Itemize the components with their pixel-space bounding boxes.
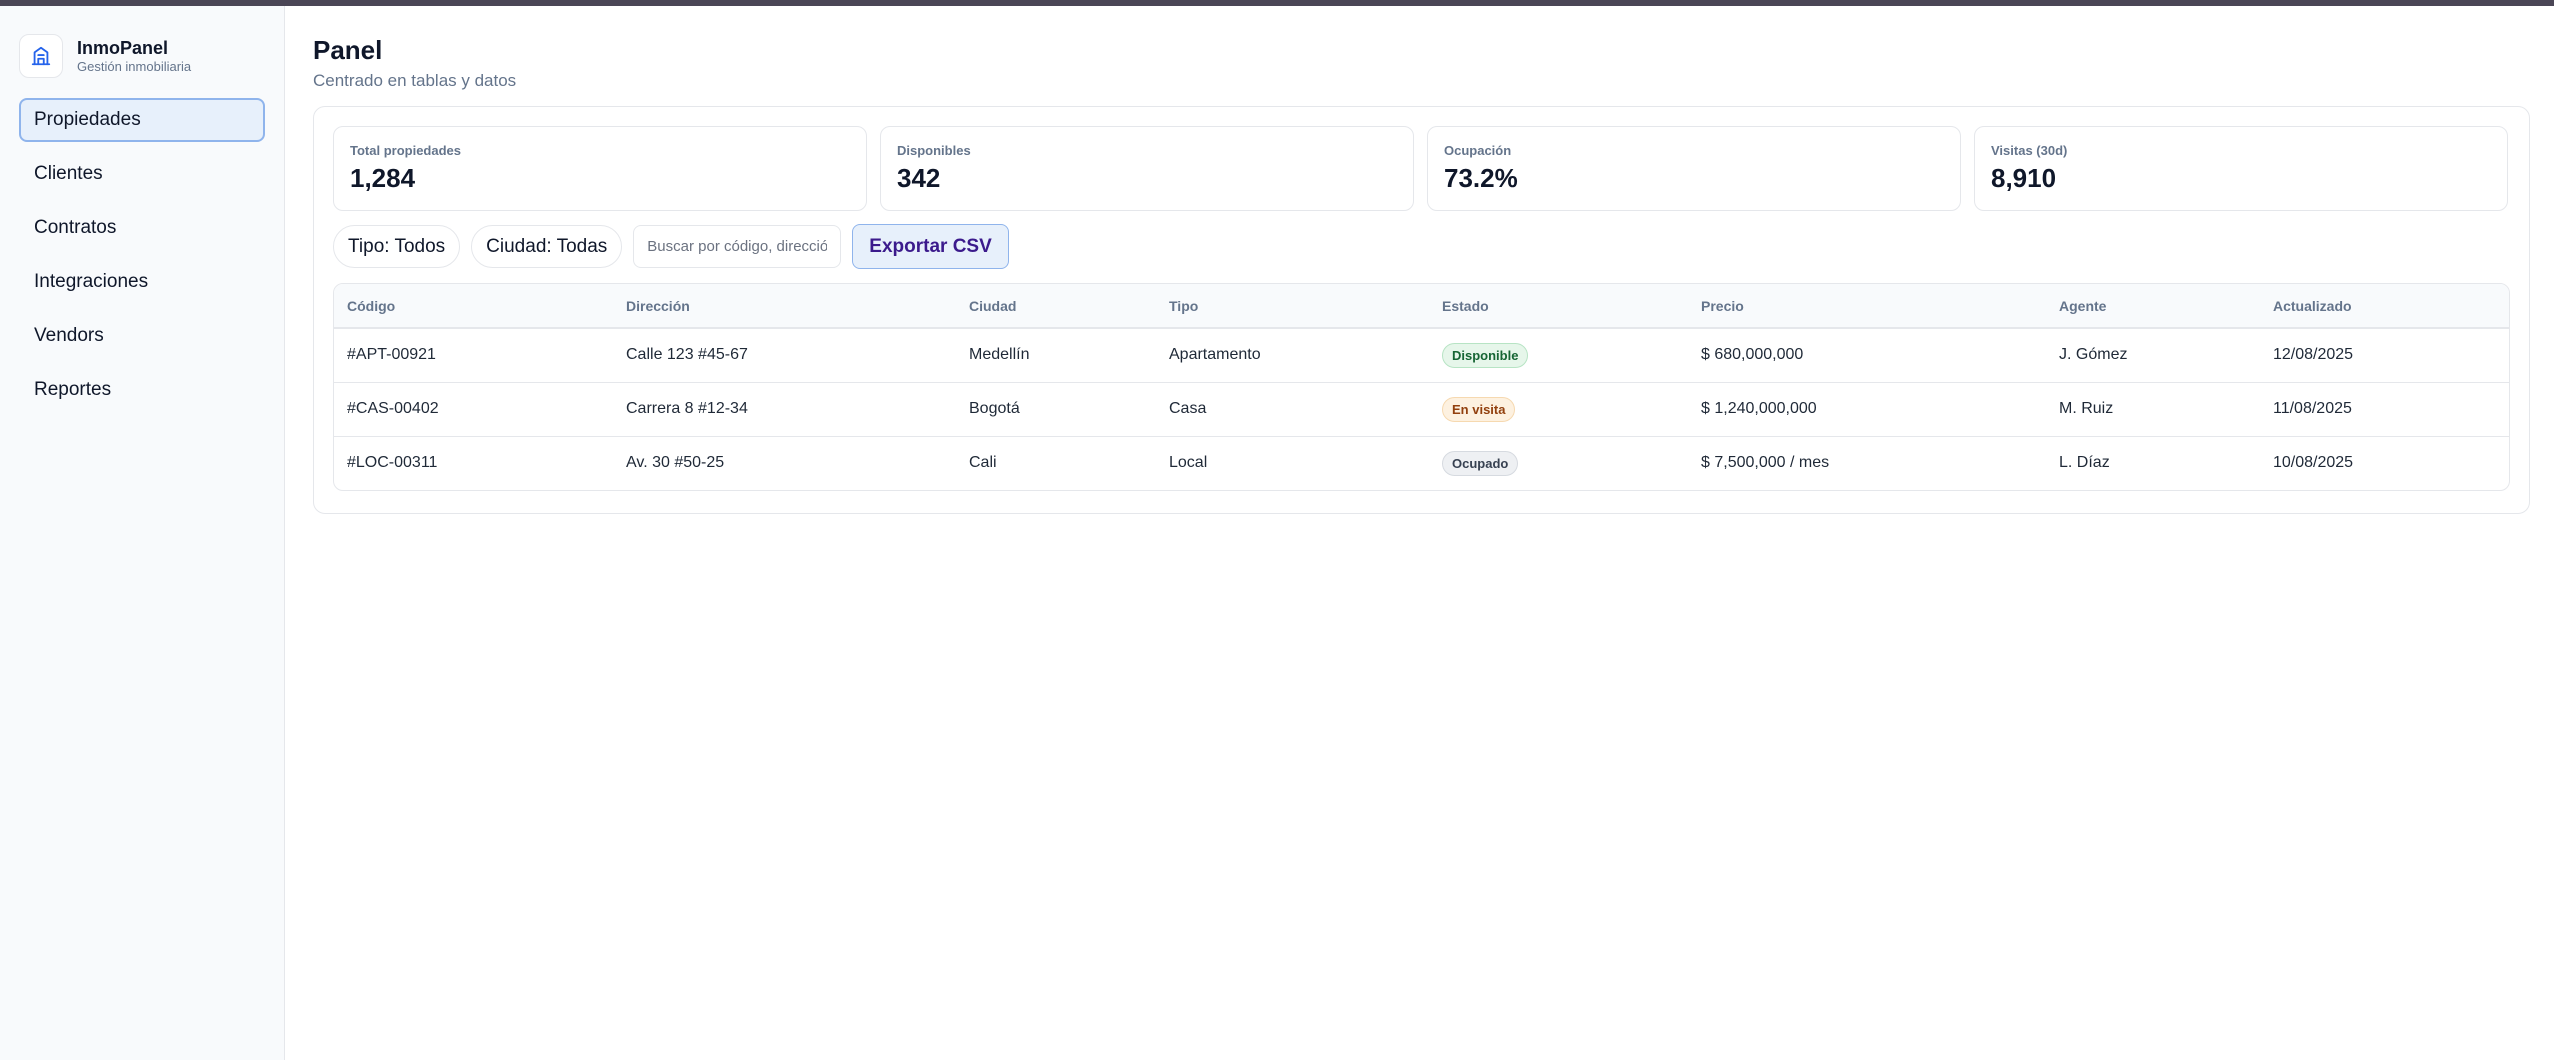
table-row[interactable]: #APT-00921 Calle 123 #45-67 Medellín Apa… xyxy=(334,328,2509,382)
cell-ciudad: Medellín xyxy=(969,346,1030,364)
stat-label: Visitas (30d) xyxy=(1991,143,2068,158)
cell-codigo: #CAS-00402 xyxy=(347,400,439,417)
cell-codigo: #APT-00921 xyxy=(347,346,436,364)
export-csv-button[interactable]: Exportar CSV xyxy=(852,224,1009,269)
column-header-ciudad[interactable]: Ciudad xyxy=(969,297,1017,314)
column-header-direccion[interactable]: Dirección xyxy=(626,297,690,314)
table-row[interactable]: #CAS-00402 Carrera 8 #12-34 Bogotá Casa … xyxy=(334,382,2509,436)
sidebar-item-integraciones[interactable]: Integraciones xyxy=(34,271,149,292)
cell-ciudad: Bogotá xyxy=(969,400,1020,417)
stat-value: 73.2% xyxy=(1444,163,1518,193)
properties-table: Código Dirección Ciudad Tipo Estado Prec… xyxy=(334,284,2509,490)
cell-estado: Ocupado xyxy=(1429,436,1688,490)
brand: InmoPanel Gestión inmobiliaria xyxy=(19,34,265,78)
main-content: Panel Centrado en tablas y datos Total p… xyxy=(285,6,2554,1060)
stats-row: Total propiedades 1,284 Disponibles 342 … xyxy=(333,126,2510,211)
sidebar-nav: Propiedades Clientes Contratos Integraci… xyxy=(19,98,265,412)
sidebar-item-propiedades[interactable]: Propiedades xyxy=(19,98,265,142)
cell-estado: En visita xyxy=(1429,382,1688,436)
brand-text: InmoPanel Gestión inmobiliaria xyxy=(77,37,191,75)
top-accent-bar xyxy=(0,0,2554,6)
cell-direccion: Calle 123 #45-67 xyxy=(626,346,748,364)
column-header-codigo[interactable]: Código xyxy=(347,297,396,314)
cell-agente: J. Gómez xyxy=(2059,346,2128,364)
cell-codigo: #LOC-00311 xyxy=(347,454,438,472)
cell-tipo: Local xyxy=(1169,454,1208,472)
cell-direccion: Carrera 8 #12-34 xyxy=(626,400,748,417)
status-badge: Ocupado xyxy=(1442,450,1519,476)
cell-ciudad: Cali xyxy=(969,454,997,472)
cell-direccion: Av. 30 #50-25 xyxy=(626,454,725,472)
cell-tipo: Casa xyxy=(1169,400,1207,417)
stat-disponibles: Disponibles 342 xyxy=(880,126,1414,211)
cell-agente: M. Ruiz xyxy=(2059,400,2114,417)
sidebar: InmoPanel Gestión inmobiliaria Propiedad… xyxy=(0,6,285,1060)
dashboard-card: Total propiedades 1,284 Disponibles 342 … xyxy=(313,106,2530,514)
cell-actualizado: 10/08/2025 xyxy=(2273,454,2354,472)
app-shell: InmoPanel Gestión inmobiliaria Propiedad… xyxy=(0,6,2554,1060)
stat-total-propiedades: Total propiedades 1,284 xyxy=(333,126,867,211)
stat-value: 342 xyxy=(897,163,941,193)
stat-visitas: Visitas (30d) 8,910 xyxy=(1974,126,2508,211)
building-icon xyxy=(19,34,63,78)
cell-precio: $ 7,500,000 / mes xyxy=(1701,454,1830,472)
stat-ocupacion: Ocupación 73.2% xyxy=(1427,126,1961,211)
sidebar-item-clientes[interactable]: Clientes xyxy=(34,163,103,184)
filter-toolbar: Tipo: Todos Ciudad: Todas Exportar CSV xyxy=(333,224,2510,269)
app-name: InmoPanel xyxy=(77,38,169,58)
table-row[interactable]: #LOC-00311 Av. 30 #50-25 Cali Local Ocup… xyxy=(334,436,2509,490)
cell-actualizado: 12/08/2025 xyxy=(2273,346,2354,364)
sidebar-item-reportes[interactable]: Reportes xyxy=(34,379,112,400)
cell-precio: $ 1,240,000,000 xyxy=(1701,400,1817,417)
column-header-tipo[interactable]: Tipo xyxy=(1169,297,1199,314)
stat-value: 8,910 xyxy=(1991,163,2057,193)
properties-table-container: Código Dirección Ciudad Tipo Estado Prec… xyxy=(333,283,2510,491)
column-header-estado[interactable]: Estado xyxy=(1442,297,1489,314)
status-badge: Disponible xyxy=(1442,342,1529,368)
filter-ciudad-chip[interactable]: Ciudad: Todas xyxy=(471,225,623,268)
cell-precio: $ 680,000,000 xyxy=(1701,346,1804,364)
cell-agente: L. Díaz xyxy=(2059,454,2110,472)
search-input[interactable] xyxy=(633,225,842,268)
column-header-actualizado[interactable]: Actualizado xyxy=(2273,297,2352,314)
sidebar-item-contratos[interactable]: Contratos xyxy=(34,217,117,238)
page-subtitle: Centrado en tablas y datos xyxy=(313,71,517,90)
stat-label: Ocupación xyxy=(1444,143,1512,158)
stat-value: 1,284 xyxy=(350,163,416,193)
stat-label: Disponibles xyxy=(897,143,971,158)
sidebar-item-vendors[interactable]: Vendors xyxy=(34,325,104,346)
cell-estado: Disponible xyxy=(1429,328,1688,382)
page-title: Panel xyxy=(313,35,383,65)
column-header-agente[interactable]: Agente xyxy=(2059,297,2107,314)
filter-tipo-chip[interactable]: Tipo: Todos xyxy=(333,225,461,268)
app-subtitle: Gestión inmobiliaria xyxy=(77,59,192,74)
cell-tipo: Apartamento xyxy=(1169,346,1261,364)
status-badge: En visita xyxy=(1442,396,1516,422)
stat-label: Total propiedades xyxy=(350,143,461,158)
cell-actualizado: 11/08/2025 xyxy=(2273,400,2352,417)
table-header-row: Código Dirección Ciudad Tipo Estado Prec… xyxy=(334,284,2509,328)
column-header-precio[interactable]: Precio xyxy=(1701,297,1744,314)
